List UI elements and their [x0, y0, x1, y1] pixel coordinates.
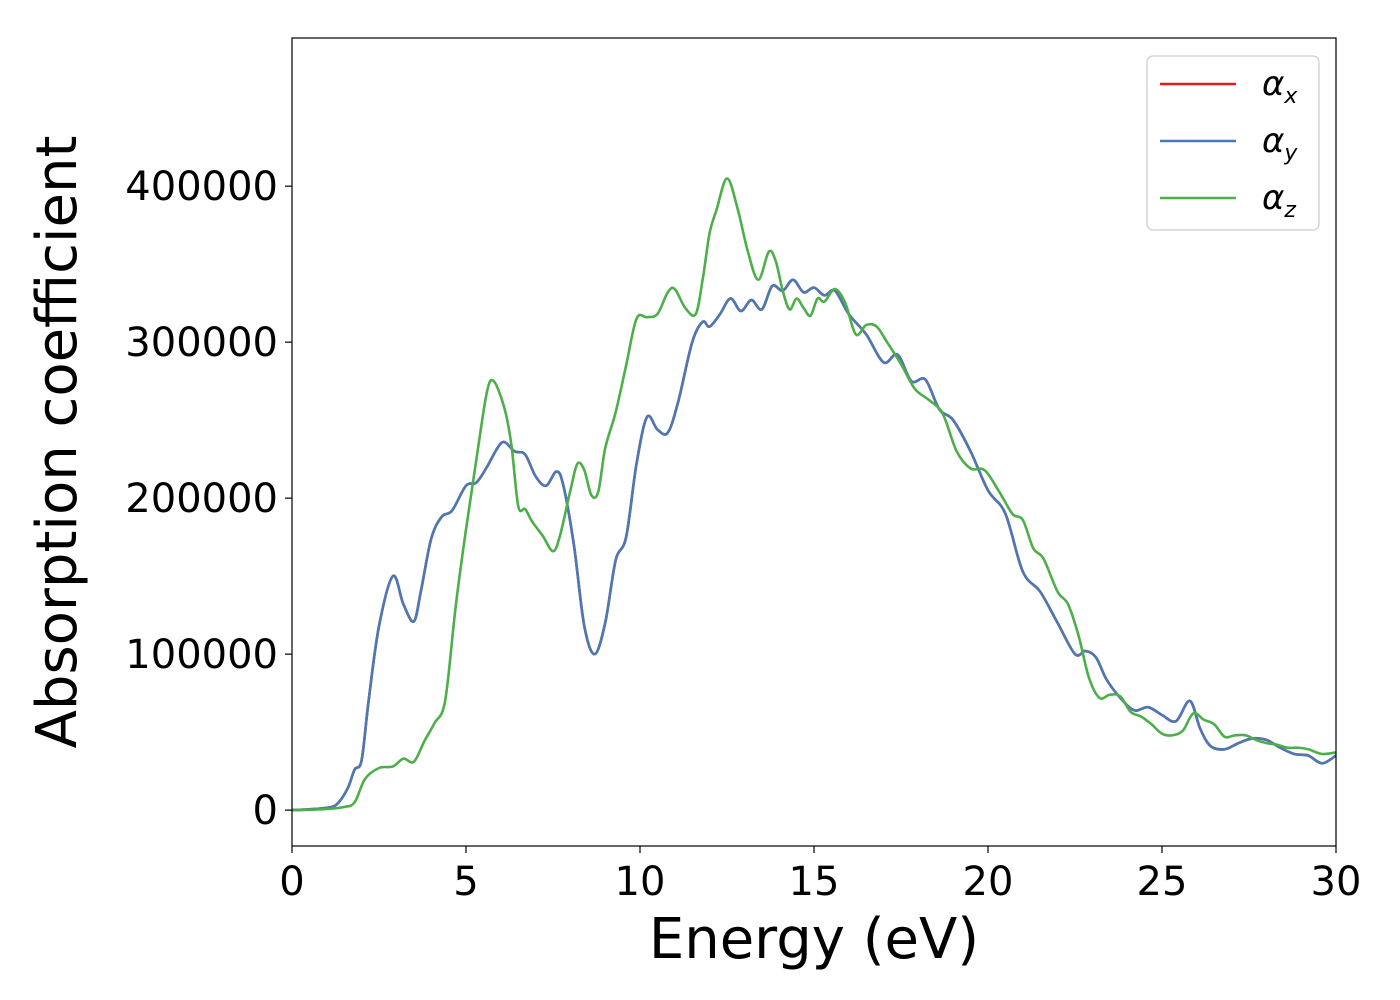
y-tick-label: 0	[253, 788, 278, 834]
series-line-y	[292, 278, 1336, 812]
x-axis: 0 5 10 15 20 25 30	[279, 846, 1361, 905]
x-axis-title: Energy (eV)	[649, 907, 979, 972]
legend-label-z: αz	[1262, 178, 1296, 223]
y-tick-label: 400000	[125, 164, 278, 210]
y-tick-label: 100000	[125, 632, 278, 678]
x-tick-label: 5	[453, 859, 478, 905]
x-tick-label: 30	[1311, 859, 1362, 905]
series-layer	[292, 177, 1336, 812]
y-tick-label: 300000	[125, 320, 278, 366]
y-tick-label: 200000	[125, 476, 278, 522]
x-tick-label: 20	[963, 859, 1014, 905]
y-axis: 0 100000 200000 300000 400000	[125, 164, 292, 834]
series-line-x	[292, 278, 1336, 812]
y-axis-title: Absorption coefficient	[25, 136, 90, 749]
series-line-z	[292, 177, 1336, 812]
legend-box	[1146, 55, 1320, 231]
x-tick-label: 0	[279, 859, 304, 905]
x-tick-label: 10	[615, 859, 666, 905]
x-tick-label: 25	[1137, 859, 1188, 905]
x-tick-label: 15	[789, 859, 840, 905]
